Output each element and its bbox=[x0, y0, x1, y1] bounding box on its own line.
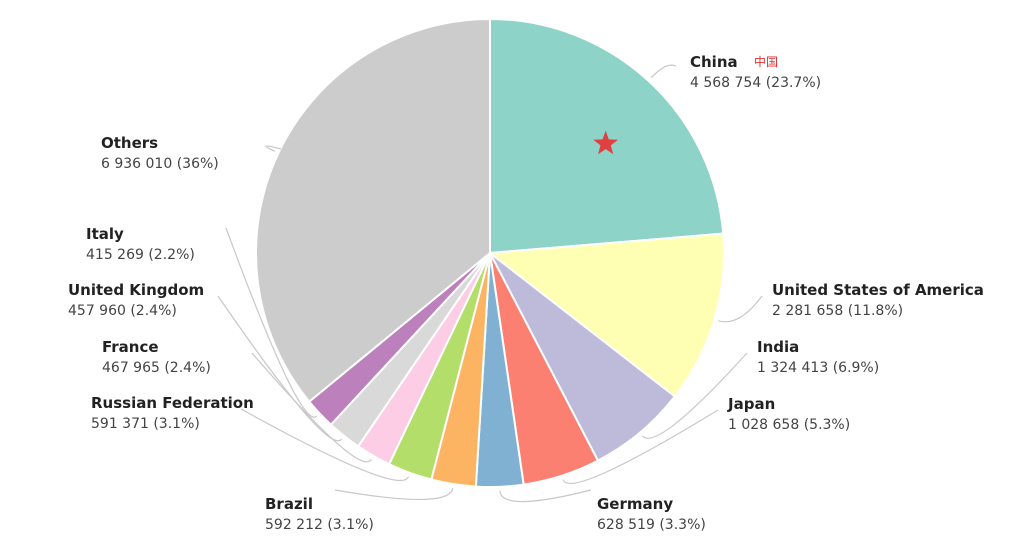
leader-line-united-states-of-america bbox=[718, 295, 763, 323]
leader-line-france bbox=[251, 352, 372, 463]
slice-label-italy: Italy bbox=[86, 225, 124, 243]
leader-line-united-kingdom bbox=[217, 295, 343, 442]
slice-label-japan: Japan bbox=[727, 395, 775, 413]
slice-label-others: Others bbox=[101, 134, 158, 152]
slice-value-united-states-of-america: 2 281 658 (11.8%) bbox=[772, 303, 903, 319]
pie-slices bbox=[255, 17, 725, 488]
slice-label-brazil: Brazil bbox=[265, 495, 313, 513]
slice-value-china: 4 568 754 (23.7%) bbox=[690, 75, 821, 91]
leader-line-brazil bbox=[334, 487, 454, 501]
slice-label-united-states-of-america: United States of America bbox=[772, 281, 984, 299]
slice-value-russian-federation: 591 371 (3.1%) bbox=[91, 416, 200, 432]
leader-line-germany bbox=[499, 489, 592, 503]
slice-value-brazil: 592 212 (3.1%) bbox=[265, 517, 374, 533]
leader-line-china bbox=[650, 64, 677, 79]
slice-label-russian-federation: Russian Federation bbox=[91, 394, 254, 412]
leader-line-russian-federation bbox=[240, 408, 410, 482]
leader-lines bbox=[217, 64, 763, 503]
slice-value-germany: 628 519 (3.3%) bbox=[597, 517, 706, 533]
leader-line-others bbox=[265, 145, 282, 152]
pie-slice-united-states-of-america bbox=[487, 232, 725, 398]
slice-value-japan: 1 028 658 (5.3%) bbox=[728, 417, 850, 433]
slice-value-united-kingdom: 457 960 (2.4%) bbox=[68, 303, 177, 319]
slice-value-italy: 415 269 (2.2%) bbox=[86, 247, 195, 263]
star-marker-group bbox=[593, 130, 618, 155]
slice-note-china: 中国 bbox=[754, 54, 778, 69]
slice-label-france: France bbox=[102, 338, 159, 356]
leader-line-italy bbox=[225, 227, 318, 418]
slice-label-united-kingdom: United Kingdom bbox=[68, 281, 204, 299]
slice-value-others: 6 936 010 (36%) bbox=[101, 156, 219, 172]
slice-value-france: 467 965 (2.4%) bbox=[102, 360, 211, 376]
star-icon bbox=[593, 130, 618, 155]
slice-value-india: 1 324 413 (6.9%) bbox=[757, 360, 879, 376]
slice-labels: China 4 568 754 (23.7%) 中国 United States of… bbox=[68, 53, 984, 533]
pie-slice-others bbox=[255, 17, 491, 404]
leader-line-japan bbox=[562, 409, 719, 484]
slice-label-india: India bbox=[757, 338, 799, 356]
slice-label-germany: Germany bbox=[597, 495, 673, 513]
slice-label-china: China bbox=[690, 53, 738, 71]
leader-line-india bbox=[641, 352, 748, 439]
